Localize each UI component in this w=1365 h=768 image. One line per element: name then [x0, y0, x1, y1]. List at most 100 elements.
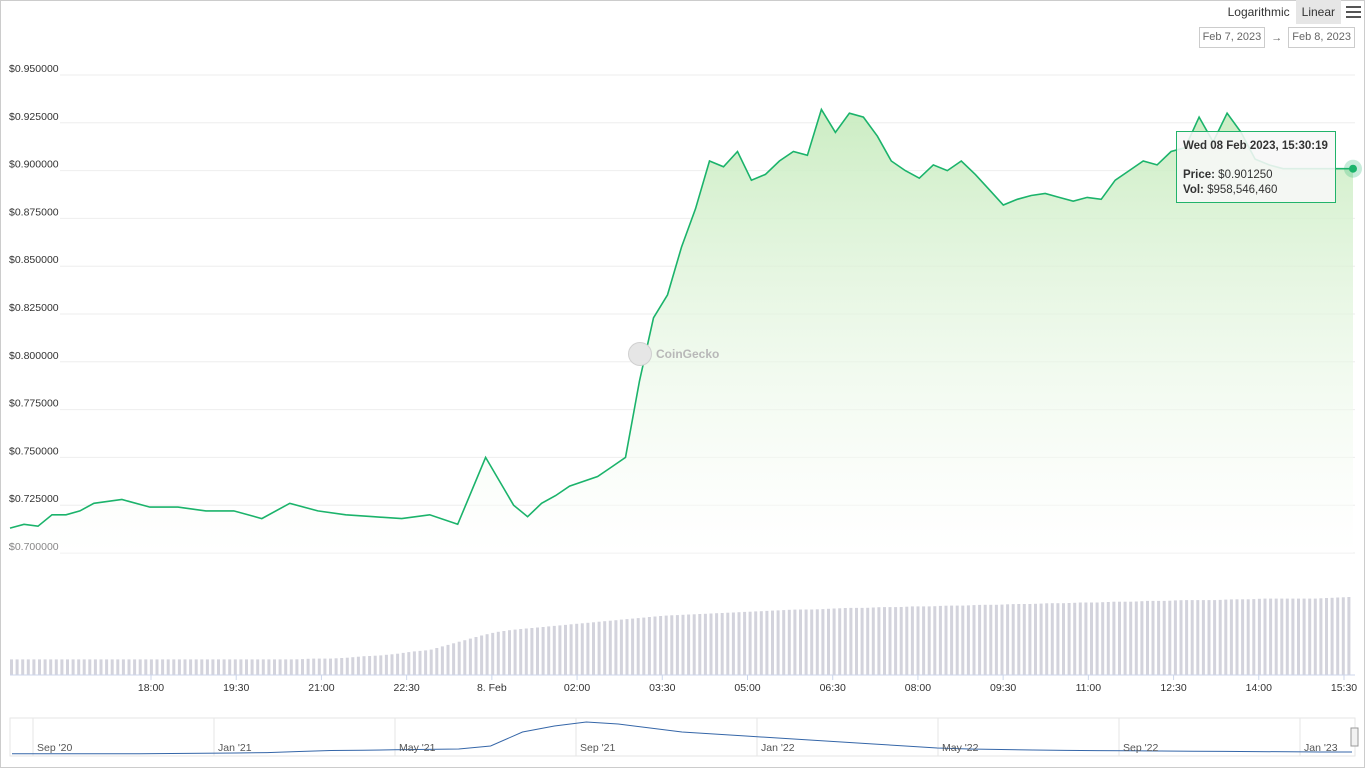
volume-bar: [1034, 603, 1037, 675]
volume-bar: [793, 609, 797, 675]
y-tick-label: $0.775000: [9, 398, 59, 410]
volume-bar: [871, 607, 875, 675]
volume-bar: [429, 649, 433, 675]
volume-bar: [1196, 600, 1200, 675]
volume-bar: [978, 604, 982, 675]
volume-bar: [698, 614, 702, 675]
x-tick-label: 18:00: [138, 682, 164, 694]
volume-bar: [166, 659, 170, 675]
volume-bar: [536, 627, 539, 675]
x-tick-label: 14:00: [1246, 682, 1272, 694]
volume-bar: [356, 656, 360, 675]
volume-bar: [670, 615, 674, 675]
volume-bar: [681, 614, 685, 675]
volume-bar: [580, 623, 584, 675]
volume-bar: [575, 623, 579, 675]
volume-bar: [765, 610, 769, 675]
volume-bar: [1101, 602, 1105, 675]
volume-bar: [922, 606, 926, 675]
volume-bar: [435, 648, 439, 675]
hover-halo: [1344, 159, 1362, 178]
volume-bar: [1084, 602, 1088, 675]
volume-bar: [1078, 602, 1082, 675]
volume-bar: [161, 659, 165, 675]
volume-bar: [306, 658, 310, 675]
volume-bar: [1011, 604, 1015, 675]
volume-bar: [530, 628, 534, 675]
x-tick-label: 08:00: [905, 682, 931, 694]
volume-bar: [1157, 600, 1161, 675]
volume-bar: [955, 605, 959, 675]
volume-bars: [10, 597, 1351, 675]
volume-bar: [1302, 598, 1306, 675]
volume-bar: [569, 624, 573, 675]
volume-bar: [267, 659, 271, 675]
volume-bar: [642, 617, 646, 675]
navigator-tick-label: Jan '21: [218, 742, 252, 754]
volume-bar: [687, 614, 691, 675]
hamburger-menu-icon[interactable]: [1341, 0, 1365, 24]
navigator-background: [9, 717, 1356, 757]
volume-bar: [390, 654, 394, 675]
linear-button[interactable]: Linear: [1295, 0, 1341, 24]
volume-bar: [508, 630, 511, 675]
volume-bar: [1291, 598, 1295, 675]
volume-bar: [726, 612, 730, 675]
x-tick-label: 05:00: [734, 682, 760, 694]
tooltip-price-label: Price:: [1183, 169, 1215, 181]
volume-bar: [1336, 597, 1340, 675]
navigator-handle[interactable]: [1350, 727, 1359, 747]
volume-bar: [524, 628, 528, 675]
y-tick-label: $0.950000: [9, 63, 59, 75]
logarithmic-button[interactable]: Logarithmic: [1227, 5, 1290, 19]
volume-bar: [1201, 600, 1205, 675]
volume-bar: [116, 659, 120, 675]
hover-marker: [1349, 164, 1357, 173]
x-tick-label: 03:30: [649, 682, 675, 694]
volume-bar: [905, 606, 909, 675]
volume-bar: [463, 640, 467, 675]
volume-bar: [1006, 604, 1010, 675]
volume-bar: [127, 659, 131, 675]
volume-bar: [340, 658, 344, 675]
volume-bar: [491, 632, 495, 675]
volume-bar: [1050, 603, 1054, 675]
volume-bar: [99, 659, 103, 675]
volume-bar: [838, 608, 842, 675]
volume-bar: [155, 659, 159, 675]
volume-bar: [373, 655, 377, 675]
volume-bar: [446, 644, 450, 675]
volume-bar: [619, 619, 623, 675]
volume-bar: [709, 613, 713, 675]
volume-bar: [273, 659, 276, 675]
volume-bar: [149, 659, 153, 675]
volume-bar: [1285, 598, 1289, 675]
volume-bar: [1319, 598, 1323, 675]
volume-bar: [989, 604, 993, 675]
x-tick-label: 11:00: [1076, 682, 1102, 694]
volume-bar: [1090, 602, 1093, 675]
volume-bar: [121, 659, 125, 675]
volume-bar: [217, 659, 220, 675]
y-tick-label: $0.925000: [9, 111, 59, 123]
volume-bar: [715, 613, 719, 675]
volume-bar: [860, 607, 864, 675]
volume-bar: [1325, 598, 1328, 675]
range-from-input[interactable]: Feb 7, 2023: [1198, 27, 1266, 48]
volume-bar: [782, 610, 786, 675]
volume-bar: [1062, 603, 1065, 675]
volume-bar: [10, 659, 13, 675]
navigator[interactable]: Sep '20 Jan '21 May '21 Sep '21 Jan '22 May '…: [9, 717, 1359, 757]
volume-bar: [1313, 598, 1317, 675]
volume-bar: [614, 620, 618, 675]
volume-bar: [927, 606, 931, 675]
volume-bar: [43, 659, 47, 675]
volume-bar: [1280, 598, 1284, 675]
range-to-input[interactable]: Feb 8, 2023: [1288, 27, 1355, 48]
x-tick-label: 09:30: [990, 682, 1016, 694]
tooltip-vol-label: Vol:: [1183, 184, 1204, 196]
volume-bar: [1297, 598, 1300, 675]
volume-bar: [1218, 599, 1222, 675]
volume-bar: [1106, 602, 1110, 675]
